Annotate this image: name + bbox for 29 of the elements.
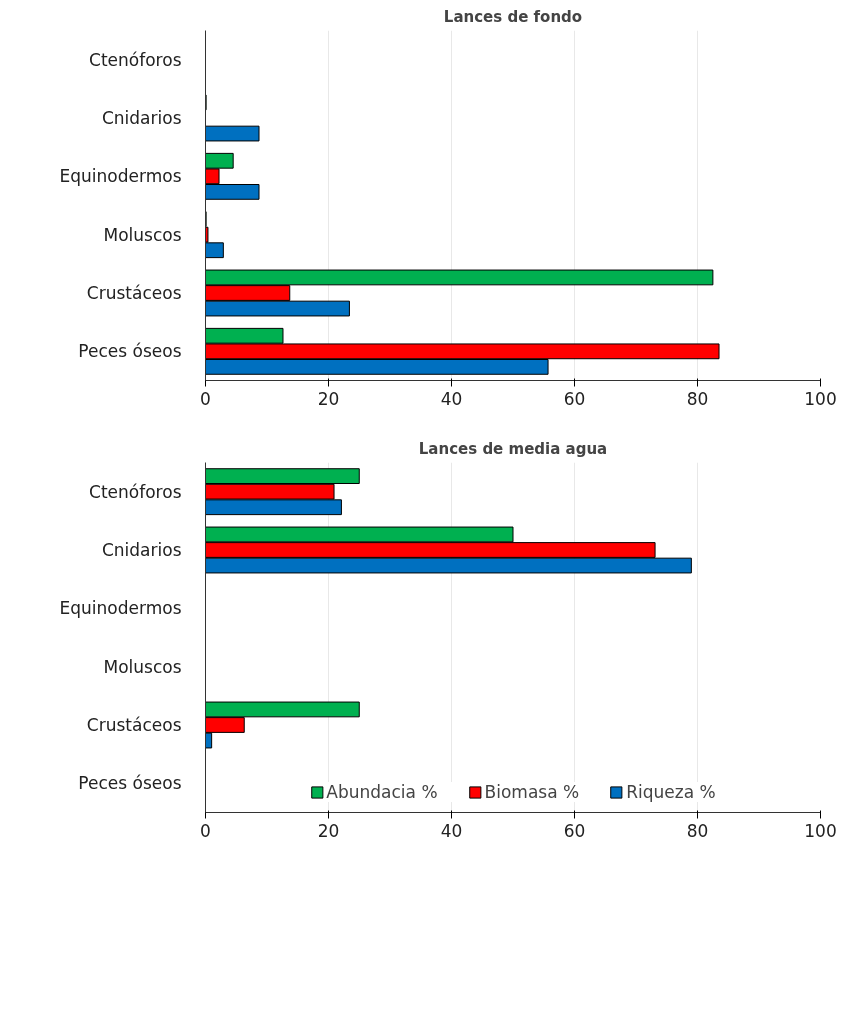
x-tick-label: 80 xyxy=(686,388,709,409)
x-tick-label: 60 xyxy=(563,388,586,409)
legend-label: Abundacia % xyxy=(326,782,438,802)
y-tick-label: Moluscos xyxy=(103,656,182,677)
y-tick-label: Ctenóforos xyxy=(89,481,182,502)
y-tick-label: Peces óseos xyxy=(78,773,182,794)
x-tick-label: 80 xyxy=(686,820,709,841)
y-tick-label: Moluscos xyxy=(103,224,182,245)
y-tick-label: Equinodermos xyxy=(59,598,182,619)
y-tick-label: Peces óseos xyxy=(78,341,182,362)
y-tick-label: Crustáceos xyxy=(86,283,182,303)
x-tick-label: 60 xyxy=(563,820,586,841)
x-tick-label: 100 xyxy=(804,388,837,409)
y-tick-label: Cnidarios xyxy=(101,540,182,560)
legend-label: Biomasa % xyxy=(484,782,580,802)
legend-label: Riqueza % xyxy=(626,782,716,802)
x-tick-label: 20 xyxy=(317,388,340,409)
y-tick-label: Ctenóforos xyxy=(89,49,182,70)
x-tick-label: 40 xyxy=(440,388,463,409)
y-tick-label: Cnidarios xyxy=(101,108,182,128)
y-tick-label: Crustáceos xyxy=(86,715,182,735)
y-tick-label: Equinodermos xyxy=(59,166,182,187)
chart-title: Lances de media agua xyxy=(418,439,608,458)
x-tick-label: 40 xyxy=(440,820,463,841)
x-tick-label: 0 xyxy=(200,820,211,841)
x-tick-label: 20 xyxy=(317,820,340,841)
x-tick-label: 0 xyxy=(200,388,211,409)
chart-title: Lances de fondo xyxy=(443,7,583,26)
x-tick-label: 100 xyxy=(804,820,837,841)
